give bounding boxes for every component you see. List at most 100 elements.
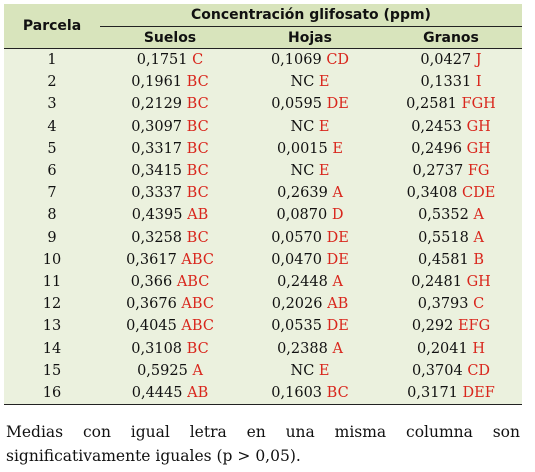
significance-letter: J <box>475 52 482 69</box>
significance-letter: GH <box>466 118 491 135</box>
cell-value: NC <box>290 118 315 135</box>
cell-value: 0,3108 <box>131 340 183 357</box>
cell-suelos: 0,3317 BC <box>100 137 240 160</box>
cell-value: 0,2041 <box>416 340 468 357</box>
header-granos: Granos <box>380 26 522 49</box>
table-row: 11 0,366 ABC 0,2448 A 0,2481 GH <box>4 270 522 294</box>
significance-letter: ABC <box>181 296 214 313</box>
significance-letter: BC <box>186 118 209 135</box>
cell-hojas: 0,2448 A <box>240 270 380 294</box>
significance-letter: B <box>473 251 484 268</box>
significance-letter: C <box>473 296 485 313</box>
cell-value: 0,0535 <box>271 318 322 335</box>
cell-suelos: 0,3415 BC <box>100 159 240 183</box>
cell-granos: 0,2041 H <box>380 337 522 360</box>
cell-hojas: 0,0595 DE <box>240 93 380 116</box>
cell-granos: 0,2496 GH <box>380 137 522 160</box>
cell-value: 0,0015 <box>277 140 328 157</box>
cell-granos: 0,2737 FG <box>380 159 522 183</box>
table-body: 1 0,1751 C 0,1069 CD 0,0427 J 2 0,1961 BC NC E… <box>4 48 522 405</box>
cell-granos: 0,292 EFG <box>380 315 522 338</box>
significance-letter: FGH <box>461 96 496 113</box>
significance-letter: C <box>192 52 204 69</box>
cell-value: 0,1961 <box>131 74 183 91</box>
cell-value: 0,0870 <box>276 207 328 224</box>
significance-letter: A <box>332 273 343 290</box>
table-row: 10 0,3617 ABC 0,0470 DE 0,4581 B <box>4 248 522 271</box>
cell-suelos: 0,1751 C <box>100 48 240 72</box>
cell-granos: 0,1331 I <box>380 71 522 94</box>
cell-parcela: 7 <box>4 182 100 205</box>
cell-parcela: 10 <box>4 248 100 271</box>
cell-value: 0,4395 <box>131 207 183 224</box>
table-row: 3 0,2129 BC 0,0595 DE 0,2581 FGH <box>4 93 522 116</box>
cell-granos: 0,5518 A <box>380 226 522 249</box>
cell-hojas: 0,2388 A <box>240 337 380 360</box>
significance-letter: D <box>331 207 344 224</box>
significance-letter: BC <box>326 384 349 401</box>
significance-letter: BC <box>186 74 209 91</box>
cell-parcela: 5 <box>4 137 100 160</box>
cell-value: 0,1331 <box>420 74 472 91</box>
cell-hojas: NC E <box>240 359 380 382</box>
significance-letter: E <box>318 163 330 180</box>
cell-value: 0,2481 <box>411 273 462 290</box>
cell-value: 0,0470 <box>271 251 322 268</box>
cell-hojas: 0,0015 E <box>240 137 380 160</box>
table-row: 1 0,1751 C 0,1069 CD 0,0427 J <box>4 48 522 72</box>
significance-letter: BC <box>186 229 209 246</box>
cell-parcela: 11 <box>4 270 100 294</box>
table-row: 4 0,3097 BC NC E 0,2453 GH <box>4 115 522 138</box>
table-header: Parcela Concentración glifosato (ppm) Su… <box>4 4 522 49</box>
cell-granos: 0,5352 A <box>380 204 522 227</box>
cell-value: 0,4445 <box>131 384 183 401</box>
cell-suelos: 0,3337 BC <box>100 182 240 205</box>
significance-letter: DEF <box>462 384 495 401</box>
table-row: 14 0,3108 BC 0,2388 A 0,2041 H <box>4 337 522 360</box>
cell-suelos: 0,366 ABC <box>100 270 240 294</box>
significance-letter: H <box>472 340 485 357</box>
cell-granos: 0,3408 CDE <box>380 182 522 205</box>
cell-suelos: 0,3108 BC <box>100 337 240 360</box>
significance-letter: ABC <box>176 273 210 290</box>
cell-granos: 0,2481 GH <box>380 270 522 294</box>
cell-parcela: 3 <box>4 93 100 116</box>
significance-letter: DE <box>326 251 349 268</box>
cell-value: 0,3415 <box>131 163 183 180</box>
cell-parcela: 4 <box>4 115 100 138</box>
cell-value: 0,3704 <box>411 362 463 379</box>
significance-letter: BC <box>186 140 209 157</box>
cell-suelos: 0,3097 BC <box>100 115 240 138</box>
cell-hojas: 0,2026 AB <box>240 293 380 316</box>
cell-value: 0,2581 <box>406 96 457 113</box>
cell-suelos: 0,3258 BC <box>100 226 240 249</box>
significance-letter: EFG <box>457 318 491 335</box>
cell-hojas: 0,1603 BC <box>240 381 380 405</box>
significance-letter: E <box>318 118 330 135</box>
table-row: 7 0,3337 BC 0,2639 A 0,3408 CDE <box>4 182 522 205</box>
cell-value: 0,3408 <box>406 185 458 202</box>
cell-value: 0,2737 <box>412 163 464 180</box>
cell-hojas: 0,1069 CD <box>240 48 380 72</box>
cell-hojas: NC E <box>240 71 380 94</box>
header-concentration-group: Concentración glifosato (ppm) <box>100 4 522 27</box>
significance-letter: DE <box>326 96 349 113</box>
cell-value: 0,1751 <box>136 52 188 69</box>
table-row: 16 0,4445 AB 0,1603 BC 0,3171 DEF <box>4 381 522 405</box>
cell-value: 0,3171 <box>407 384 458 401</box>
cell-value: 0,0595 <box>271 96 322 113</box>
cell-value: NC <box>290 74 315 91</box>
cell-suelos: 0,4395 AB <box>100 204 240 227</box>
cell-suelos: 0,3676 ABC <box>100 293 240 316</box>
cell-parcela: 15 <box>4 359 100 382</box>
significance-letter: A <box>473 229 484 246</box>
significance-letter: I <box>475 74 482 91</box>
table-row: 6 0,3415 BC NC E 0,2737 FG <box>4 159 522 183</box>
cell-value: NC <box>290 163 315 180</box>
significance-letter: GH <box>466 140 491 157</box>
significance-letter: A <box>332 185 343 202</box>
significance-letter: A <box>192 362 203 379</box>
header-suelos: Suelos <box>100 26 240 49</box>
cell-value: 0,366 <box>130 273 173 290</box>
cell-value: 0,4045 <box>126 318 177 335</box>
